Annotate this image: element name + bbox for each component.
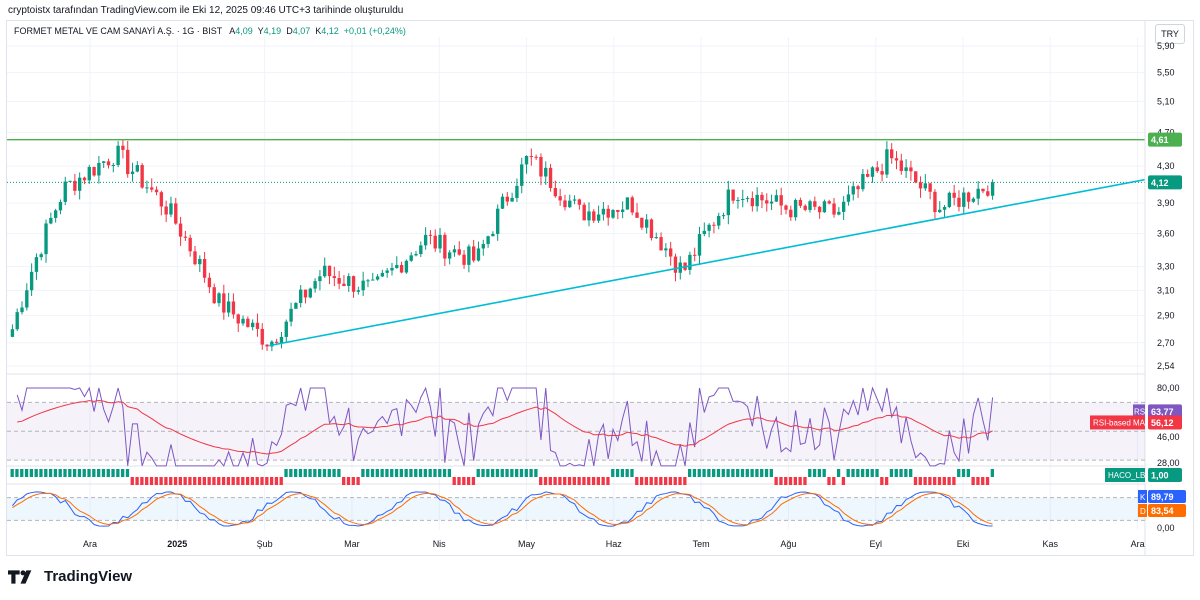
symbol-legend: FORMET METAL VE CAM SANAYİ A.Ş. · 1G · B… [14, 26, 406, 36]
chart-credit: cryptoistx tarafından TradingView.com il… [8, 5, 404, 16]
tradingview-logo-icon [8, 569, 32, 584]
low-value: 4,07 [292, 26, 311, 36]
close-value: 4,12 [321, 26, 339, 36]
close-label: K [315, 26, 322, 36]
tradingview-logo[interactable]: TradingView [8, 568, 132, 585]
currency-button[interactable]: TRY [1155, 24, 1185, 44]
high-value: 4,19 [263, 26, 282, 36]
open-label: A [229, 26, 236, 36]
chart-frame[interactable] [6, 20, 1194, 556]
symbol-name[interactable]: FORMET METAL VE CAM SANAYİ A.Ş. · 1G · B… [14, 26, 223, 36]
open-value: 4,09 [235, 26, 253, 36]
high-label: Y [257, 26, 264, 36]
price-change: +0,01 (+0,24%) [343, 26, 406, 36]
brand-name: TradingView [44, 568, 133, 585]
low-label: D [286, 26, 293, 36]
